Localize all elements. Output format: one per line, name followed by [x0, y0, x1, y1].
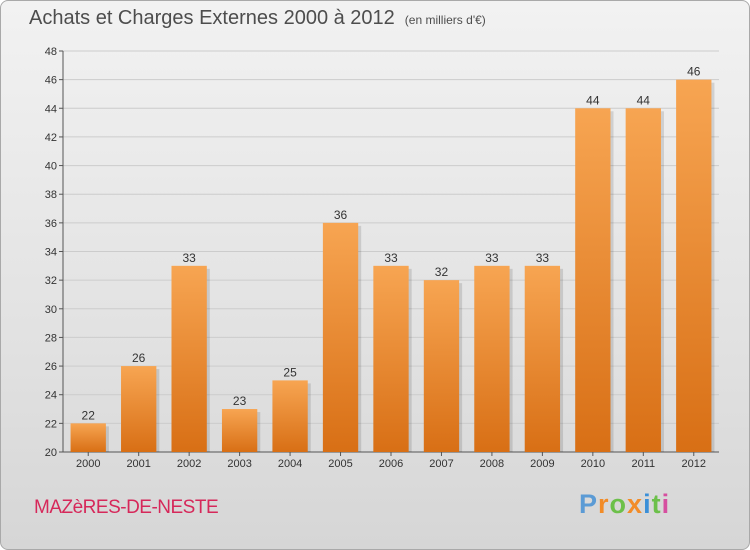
logo-letter: i [643, 489, 652, 519]
y-tick-label: 40 [45, 161, 57, 173]
bar-2004 [272, 380, 308, 452]
x-tick-label: 2006 [379, 458, 403, 470]
bar-2006 [373, 265, 409, 452]
logo-letter: x [627, 489, 644, 519]
x-tick-label: 2000 [76, 458, 100, 470]
x-tick-label: 2008 [480, 458, 504, 470]
bar-2005 [322, 222, 359, 452]
labels: 20 22 24 26 28 30 32 34 36 38 40 42 44 46 48 22 2000 26 20… [45, 46, 706, 470]
proxiti-logo: Proxiti [579, 489, 670, 520]
bar-value-label: 44 [586, 93, 600, 107]
bar-2011 [625, 108, 661, 453]
bar-value-label: 23 [233, 394, 247, 408]
x-tick-label: 2003 [227, 458, 251, 470]
place-name: MAZèRES-DE-NESTE [34, 497, 219, 518]
bar-2002 [171, 265, 207, 452]
bars [70, 79, 715, 453]
x-tick-label: 2009 [530, 458, 554, 470]
x-tick-label: 2011 [631, 458, 655, 470]
bar-2007 [423, 280, 460, 452]
bar-value-label: 46 [687, 65, 701, 79]
y-tick-label: 38 [45, 189, 57, 201]
y-tick-label: 30 [45, 304, 57, 316]
logo-letter: o [609, 489, 628, 519]
bar-value-label: 44 [637, 93, 651, 107]
logo-letter: t [651, 489, 662, 519]
y-tick-label: 44 [45, 103, 57, 115]
logo-letter: P [579, 489, 599, 519]
bar-value-label: 33 [182, 251, 196, 265]
chart-subtitle: (en milliers d'€) [404, 13, 486, 27]
y-tick-label: 48 [45, 46, 57, 58]
y-tick-label: 46 [45, 75, 57, 87]
y-tick-label: 26 [45, 361, 57, 373]
chart-title-text: Achats et Charges Externes 2000 à 2012 [29, 7, 395, 29]
y-tick-label: 36 [45, 218, 57, 230]
x-tick-label: 2005 [328, 458, 352, 470]
bar-2012 [676, 79, 712, 453]
x-tick-label: 2001 [126, 458, 150, 470]
x-tick-label: 2012 [682, 458, 706, 470]
y-tick-label: 34 [45, 247, 57, 259]
x-tick-label: 2010 [581, 458, 605, 470]
logo-letter: i [661, 489, 671, 519]
bar-2010 [575, 108, 611, 453]
bar-value-label: 32 [435, 265, 449, 279]
bar-2001 [121, 366, 157, 452]
bar-2003 [221, 409, 258, 452]
y-tick-label: 22 [45, 418, 57, 430]
bar-value-label: 25 [283, 365, 297, 379]
bar-value-label: 33 [384, 251, 398, 265]
x-tick-label: 2007 [429, 458, 453, 470]
bar-value-label: 36 [334, 208, 348, 222]
bar-2000 [70, 423, 106, 452]
y-tick-label: 24 [45, 390, 57, 402]
y-tick-label: 28 [45, 332, 57, 344]
chart-title: Achats et Charges Externes 2000 à 2012 (e… [29, 7, 486, 30]
logo-letter: r [598, 489, 610, 519]
y-tick-label: 32 [45, 275, 57, 287]
bar-value-label: 22 [82, 408, 96, 422]
bar-2008 [474, 265, 510, 452]
bar-2009 [524, 265, 561, 452]
bar-value-label: 26 [132, 351, 146, 365]
y-tick-label: 42 [45, 132, 57, 144]
y-tick-label: 20 [45, 447, 57, 459]
bar-value-label: 33 [485, 251, 499, 265]
x-tick-label: 2004 [278, 458, 302, 470]
bar-value-label: 33 [536, 251, 550, 265]
x-tick-label: 2002 [177, 458, 201, 470]
